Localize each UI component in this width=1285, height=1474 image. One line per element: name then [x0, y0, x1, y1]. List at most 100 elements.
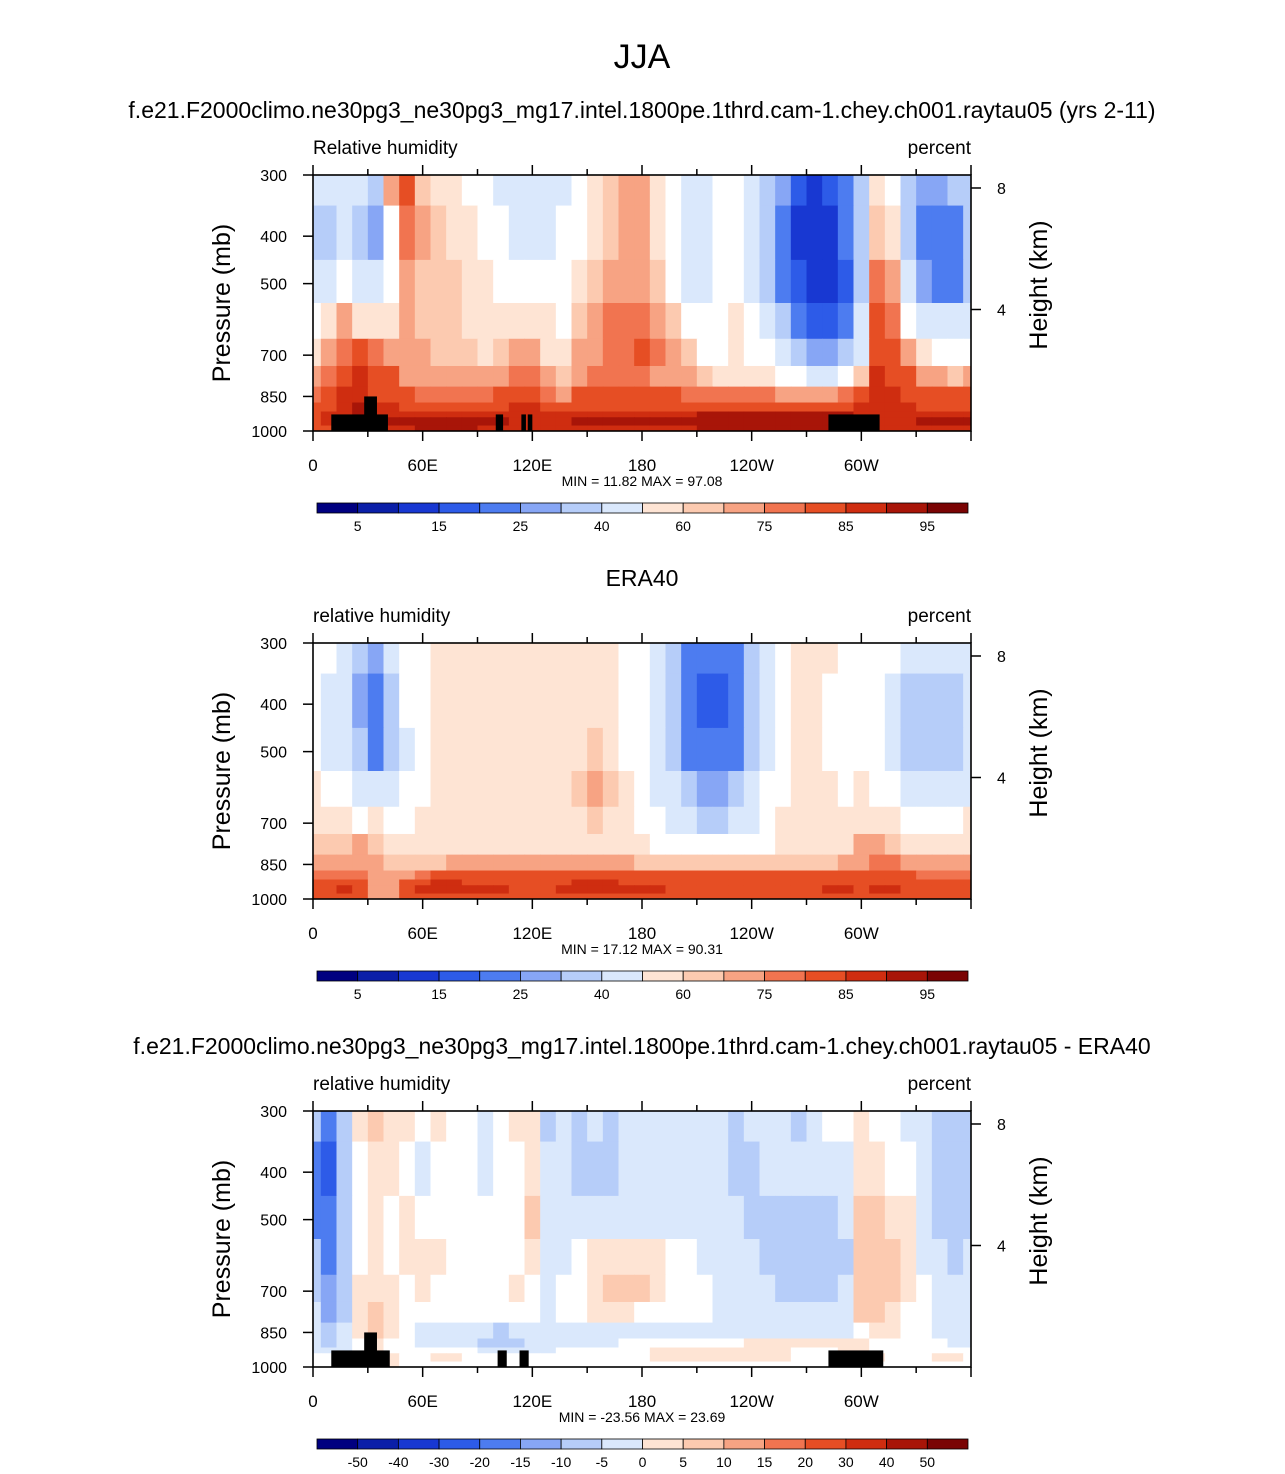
contour-cell [759, 1141, 776, 1197]
contour-cell [336, 1141, 353, 1197]
contour-cell [352, 1239, 369, 1276]
contour-cell [461, 870, 479, 881]
contour-cell [540, 673, 557, 729]
contour-cell [822, 893, 839, 899]
contour-cell [383, 833, 400, 856]
contour-cell [587, 1239, 604, 1276]
contour-cell [493, 365, 510, 388]
contour-cell [524, 870, 541, 881]
contour-cell [446, 411, 463, 418]
contour-cell [555, 806, 573, 835]
contour-cell [540, 259, 557, 304]
contour-cell [587, 771, 604, 808]
contour-cell [916, 365, 933, 388]
contour-cell [477, 1338, 494, 1349]
contour-cell [414, 411, 432, 418]
contour-cell [665, 1141, 682, 1197]
contour-cell [336, 402, 353, 413]
contour-cell [947, 1301, 964, 1324]
contour-cell [320, 1141, 338, 1197]
contour-cell [352, 1111, 369, 1143]
contour-cell [602, 833, 620, 856]
contour-cell [916, 870, 933, 881]
contour-cell [900, 870, 917, 881]
contour-cell [399, 854, 416, 872]
contour-cell [524, 338, 541, 367]
contour-cell [681, 386, 698, 404]
contour-cell [383, 425, 400, 431]
y-tick-label: 300 [260, 168, 287, 185]
contour-cell [618, 854, 635, 872]
contour-cell [759, 175, 776, 207]
contour-cell [602, 365, 620, 388]
colorbar-box [642, 1438, 684, 1450]
contour-cell [320, 1274, 338, 1303]
contour-cell [430, 854, 447, 872]
contour-cell [947, 175, 964, 207]
contour-cell [618, 1274, 635, 1303]
contour-cell [508, 806, 526, 835]
contour-cell [461, 806, 479, 835]
contour-cell [367, 303, 385, 340]
contour-cell [634, 885, 651, 895]
contour-cell [587, 386, 604, 404]
contour-cell [696, 1195, 714, 1240]
contour-cell [367, 806, 385, 835]
contour-cell [712, 386, 729, 404]
contour-cell [806, 425, 823, 431]
contour-cell [681, 1274, 698, 1303]
contour-cell [681, 1111, 698, 1143]
y-tick-label: 300 [260, 636, 287, 653]
contour-cell [743, 402, 761, 413]
contour-cell [634, 175, 651, 207]
contour-cell [884, 643, 902, 675]
contour-cell [383, 1347, 400, 1354]
contour-cell [383, 771, 400, 808]
contour-cell [775, 417, 792, 427]
contour-cell [508, 893, 526, 899]
contour-cell [555, 1111, 573, 1143]
contour-cell [900, 806, 917, 835]
contour-cell [320, 1347, 338, 1354]
contour-cell [900, 1338, 917, 1349]
contour-cell [602, 417, 620, 427]
contour-cell [790, 771, 808, 808]
contour-cell [759, 879, 776, 886]
contour-cell [524, 1322, 541, 1340]
colorbar-box [357, 970, 399, 982]
contour-cell [414, 1111, 432, 1143]
colorbar-label: 0 [639, 1454, 647, 1470]
contour-cell [430, 643, 447, 675]
contour-cell [931, 893, 949, 899]
contour-cell [665, 833, 682, 856]
contour-cell [383, 417, 400, 427]
contour-cell [524, 806, 541, 835]
contour-cell [696, 885, 714, 895]
contour-cell [743, 1361, 761, 1367]
contour-cell [775, 1274, 792, 1303]
contour-cell [313, 425, 322, 431]
contour-cell [681, 879, 698, 886]
contour-cell [743, 205, 761, 261]
colorbar-box [438, 970, 481, 982]
contour-cell [477, 411, 494, 418]
contour-cell [759, 386, 776, 404]
panel-left-label: Relative humidity [313, 138, 458, 159]
contour-cell [336, 1195, 353, 1240]
contour-cell [947, 303, 964, 340]
contour-cell [916, 1361, 933, 1367]
contour-cell [696, 870, 714, 881]
contour-cell [320, 175, 338, 207]
contour-cell [712, 338, 729, 367]
contour-cell [728, 425, 745, 431]
contour-cell [313, 1195, 322, 1240]
contour-cell [947, 885, 964, 895]
contour-cell [884, 771, 902, 808]
contour-cell [790, 1195, 808, 1240]
contour-cell [743, 806, 761, 835]
contour-cell [900, 1322, 917, 1340]
contour-cell [634, 1301, 651, 1324]
contour-cell [900, 411, 917, 418]
contour-cell [806, 259, 823, 304]
contour-cell [806, 806, 823, 835]
